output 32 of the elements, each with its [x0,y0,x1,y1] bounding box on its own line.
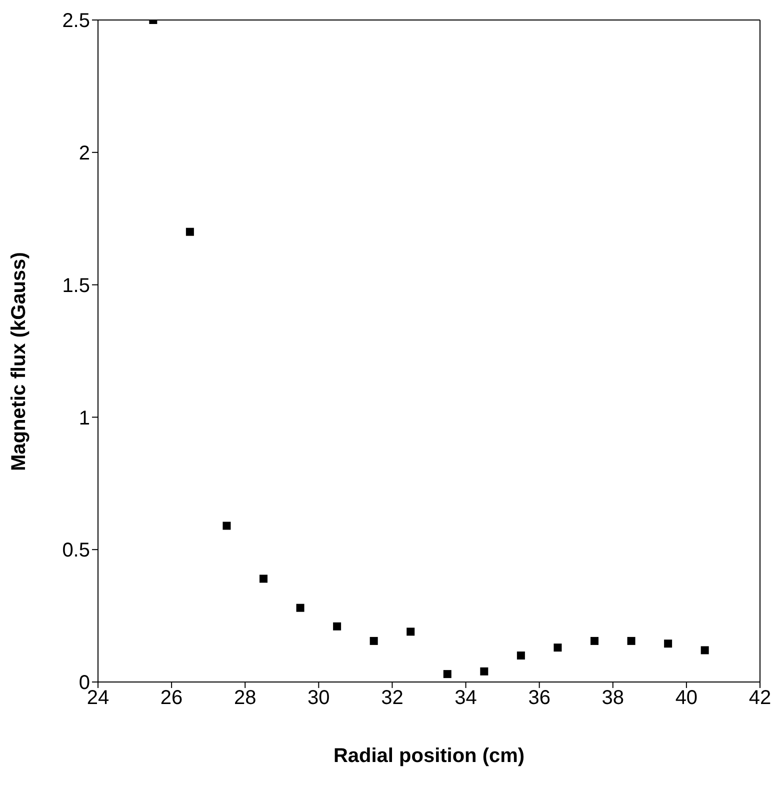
y-axis-title: Magnetic flux (kGauss) [8,252,30,471]
x-tick-label: 40 [675,687,698,710]
x-tick-label: 34 [454,687,477,710]
point [222,522,231,530]
point [333,622,342,630]
x-tick-label: 24 [86,687,110,710]
point [296,604,304,612]
x-tick-label: 38 [602,687,624,710]
y-tick-label: 2.5 [62,10,90,32]
point [370,636,378,645]
point [260,574,268,583]
point [516,652,525,660]
point [664,640,672,648]
point [443,670,452,678]
y-tick-label: 1 [78,407,90,430]
x-axis-title: Radial position (cm) [333,745,525,767]
y-tick-label: 0.5 [62,540,90,562]
point [480,667,488,676]
y-tick-label: 1.5 [62,274,90,297]
x-tick-label: 32 [381,687,404,710]
x-tick-label: 26 [160,687,183,710]
x-tick-label: 42 [748,687,772,710]
x-tick-label: 28 [234,687,256,710]
point [590,636,598,645]
point [186,228,194,236]
x-tick-label: 36 [528,687,550,710]
point [554,644,562,652]
point [700,646,709,654]
point [627,636,636,645]
point [406,628,415,636]
y-tick-label: 2 [78,142,90,164]
x-tick-label: 30 [308,687,330,710]
